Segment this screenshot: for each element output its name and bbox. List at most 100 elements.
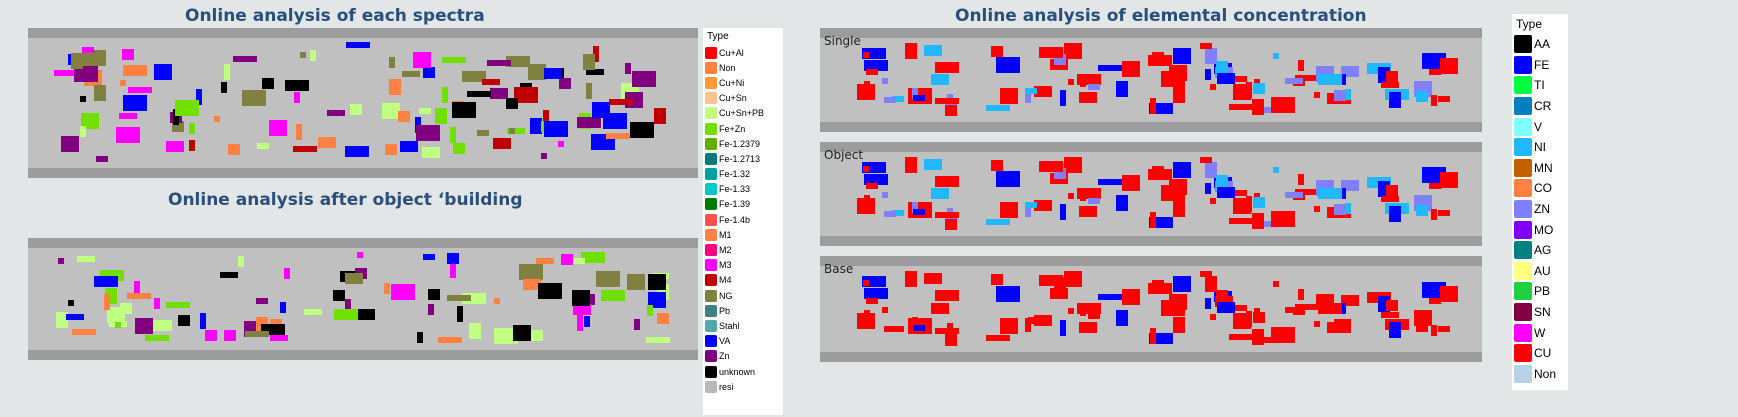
particle: [1431, 95, 1438, 107]
particle: [189, 139, 196, 151]
particle: [1272, 53, 1279, 60]
particle: [1122, 174, 1141, 191]
legend-item: FE: [1512, 55, 1568, 76]
particle: [468, 323, 481, 340]
particle: [446, 253, 459, 265]
legend-item: AA: [1512, 34, 1568, 55]
particle: [1285, 77, 1304, 84]
particle: [493, 297, 500, 304]
particle: [1087, 313, 1100, 319]
legend-label: Fe-1.33: [719, 184, 751, 195]
legend-swatch: [1514, 76, 1532, 95]
particle: [1098, 65, 1123, 72]
particle: [1024, 202, 1037, 209]
legend-swatch: [705, 46, 717, 59]
legend-swatch: [1514, 35, 1532, 54]
particle: [1253, 196, 1266, 208]
legend-item: Cu+Sn: [703, 91, 783, 106]
particle: [884, 210, 897, 217]
particle: [1381, 196, 1400, 203]
legend-item: unknown: [703, 364, 783, 379]
particle: [1024, 321, 1031, 333]
particle: [1235, 75, 1248, 82]
particle: [416, 332, 423, 344]
particle: [1204, 276, 1217, 293]
particle: [93, 84, 106, 101]
legend-label: Zn: [719, 351, 730, 362]
legend-label: M2: [719, 245, 732, 256]
particle: [1149, 327, 1156, 344]
particle: [300, 52, 307, 59]
particle: [349, 103, 362, 115]
legend-item: M4: [703, 273, 783, 288]
particle: [543, 68, 562, 80]
particle: [400, 141, 419, 153]
particle: [884, 96, 897, 103]
particle: [1204, 182, 1211, 194]
particle: [412, 52, 431, 69]
particle: [233, 55, 258, 62]
particle: [81, 47, 94, 54]
particle: [945, 334, 958, 346]
particle: [1421, 53, 1446, 70]
legend-item: Fe-1.39: [703, 197, 783, 212]
particle: [1297, 174, 1304, 186]
particle: [490, 88, 509, 100]
particle: [863, 173, 888, 185]
particle: [333, 290, 346, 302]
particle: [904, 42, 917, 59]
legend-label: NG: [719, 290, 733, 301]
particle: [1024, 91, 1031, 103]
particle: [1313, 205, 1320, 212]
particle: [1038, 161, 1063, 173]
single-panel: Single: [820, 28, 1482, 132]
particle: [1381, 311, 1400, 318]
particle: [1340, 65, 1359, 77]
particle: [537, 282, 562, 299]
particle: [1313, 91, 1320, 98]
particle: [1416, 91, 1429, 103]
particle: [536, 257, 555, 264]
particle: [449, 126, 456, 143]
legend-swatch: [705, 198, 717, 211]
legend-swatch: [705, 183, 717, 196]
particle: [1386, 70, 1399, 82]
legend-label: Fe-1.4b: [719, 214, 751, 225]
legend-swatch: [1514, 220, 1532, 239]
particle: [1160, 71, 1185, 88]
particle: [645, 337, 670, 344]
particle: [260, 324, 285, 336]
particle: [227, 144, 240, 156]
particle: [627, 273, 646, 290]
particle: [1228, 104, 1253, 110]
legend-swatch: [1514, 241, 1532, 260]
particle: [1216, 302, 1235, 314]
legend-swatch: [705, 107, 717, 120]
particle: [1270, 326, 1295, 343]
particle: [881, 191, 888, 198]
particle: [1381, 82, 1400, 89]
particle: [506, 128, 525, 135]
legend-item: CO: [1512, 178, 1568, 199]
particle: [591, 102, 610, 119]
particle: [1204, 161, 1217, 178]
particle: [1253, 312, 1266, 324]
particle: [122, 95, 147, 112]
particle: [224, 63, 231, 80]
legend-item: Zn: [703, 349, 783, 364]
legend-item: Fe-1.32: [703, 167, 783, 182]
particle: [133, 280, 140, 297]
particle: [418, 107, 431, 114]
particle: [1080, 194, 1087, 201]
particle: [1076, 73, 1101, 85]
particle: [608, 99, 633, 106]
particle: [1285, 191, 1304, 198]
particle: [1160, 185, 1185, 202]
particle: [584, 316, 591, 328]
particle: [154, 298, 161, 310]
particle: [1246, 311, 1253, 328]
particle: [1297, 289, 1304, 300]
particle: [1317, 73, 1342, 85]
particle: [1270, 210, 1295, 227]
legend-swatch: [705, 76, 717, 89]
